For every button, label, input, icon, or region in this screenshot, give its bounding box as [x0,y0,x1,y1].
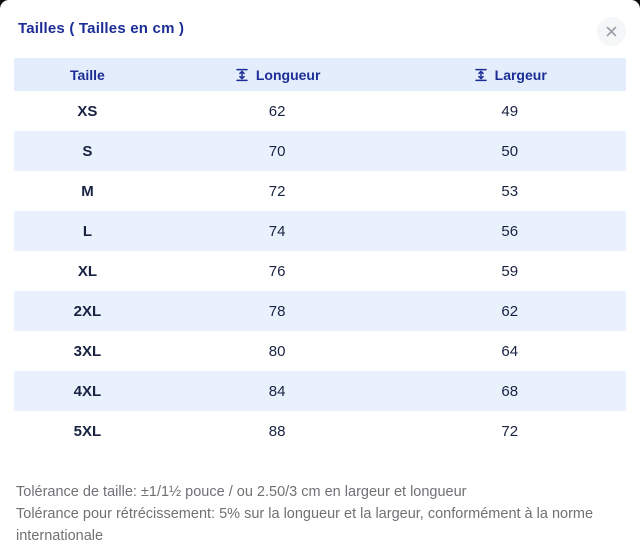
close-button[interactable] [597,17,626,46]
column-header-taille-label: Taille [70,67,105,84]
column-header-longueur: Longueur [160,58,394,91]
size-cell: 2XL [14,291,161,331]
column-header-largeur: Largeur [393,58,626,91]
size-cell: XL [14,251,161,291]
longueur-cell: 84 [160,371,394,411]
longueur-cell: 72 [160,171,394,211]
table-row: 5XL 88 72 [14,411,626,451]
largeur-cell: 50 [393,131,626,171]
size-table-body: XS 62 49 S 70 50 M 72 53 L 74 56 XL 76 59 2XL 78 62 3XL 80 6… [14,91,626,451]
size-cell: 5XL [14,411,161,451]
size-cell: 3XL [14,331,161,371]
largeur-cell: 49 [393,91,626,131]
largeur-cell: 53 [393,171,626,211]
dialog-header: Tailles ( Tailles en cm ) [0,0,640,58]
table-row: S 70 50 [14,131,626,171]
largeur-cell: 72 [393,411,626,451]
largeur-cell: 59 [393,251,626,291]
table-row: M 72 53 [14,171,626,211]
table-row: 3XL 80 64 [14,331,626,371]
table-row: L 74 56 [14,211,626,251]
dialog-title: Tailles ( Tailles en cm ) [18,20,185,37]
height-measure-icon [473,67,489,83]
size-cell: M [14,171,161,211]
longueur-cell: 62 [160,91,394,131]
size-cell: S [14,131,161,171]
size-table: Taille [14,58,626,451]
size-cell: 4XL [14,371,161,411]
size-cell: XS [14,91,161,131]
longueur-cell: 70 [160,131,394,171]
column-header-longueur-label: Longueur [255,67,321,84]
tolerance-notes: Tolérance de taille: ±1/1½ pouce / ou 2.… [16,481,622,547]
table-header-row: Taille [14,58,626,91]
longueur-cell: 88 [160,411,394,451]
tolerance-note-size: Tolérance de taille: ±1/1½ pouce / ou 2.… [16,484,467,500]
table-row: XS 62 49 [14,91,626,131]
largeur-cell: 62 [393,291,626,331]
tolerance-note-shrinkage: Tolérance pour rétrécissement: 5% sur la… [16,506,594,544]
largeur-cell: 56 [393,211,626,251]
table-row: XL 76 59 [14,251,626,291]
longueur-cell: 80 [160,331,394,371]
size-cell: L [14,211,161,251]
largeur-cell: 64 [393,331,626,371]
longueur-cell: 74 [160,211,394,251]
largeur-cell: 68 [393,371,626,411]
column-header-taille: Taille [14,58,161,91]
table-row: 2XL 78 62 [14,291,626,331]
table-row: 4XL 84 68 [14,371,626,411]
size-table-container: Taille [14,58,626,451]
column-header-largeur-label: Largeur [494,67,547,84]
longueur-cell: 76 [160,251,394,291]
x-icon [606,26,617,37]
height-measure-icon [234,67,250,83]
longueur-cell: 78 [160,291,394,331]
